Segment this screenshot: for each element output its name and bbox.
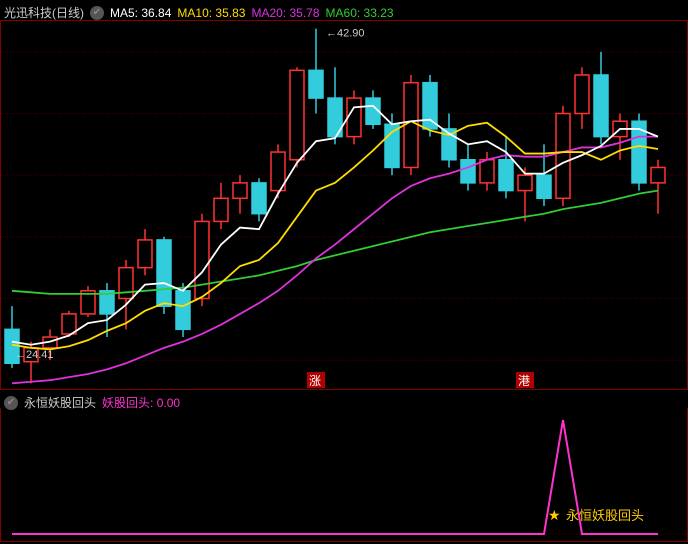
stock-chart-container: 光迅科技(日线) ✔ MA5: 36.84 MA10: 35.83 MA20: … [0,0,688,544]
svg-text:←42.90: ←42.90 [326,28,365,40]
sub-indicator-chart[interactable]: ★ 永恒妖股回头 [0,408,688,542]
ma60-label: MA60: 33.23 [326,6,394,20]
svg-text:←24.41: ←24.41 [15,349,54,361]
sub-check-icon[interactable]: ✔ [4,396,18,410]
sub-title: 永恒妖股回头 [24,394,96,411]
marker-bar: 涨港 [0,372,688,390]
svg-text:港: 港 [518,374,530,388]
ma20-label: MA20: 35.78 [251,6,319,20]
main-chart-header: 光迅科技(日线) ✔ MA5: 36.84 MA10: 35.83 MA20: … [4,4,394,21]
svg-text:永恒妖股回头: 永恒妖股回头 [566,508,644,523]
sub-indicator-label: 妖股回头: 0.00 [102,394,180,411]
ma10-label: MA10: 35.83 [177,6,245,20]
ma5-label: MA5: 36.84 [110,6,171,20]
main-candlestick-chart[interactable]: ←42.90 ←24.41 [0,20,688,390]
check-icon[interactable]: ✔ [90,6,104,20]
stock-title: 光迅科技(日线) [4,4,84,21]
svg-text:涨: 涨 [309,373,321,388]
svg-text:★: ★ [548,507,561,523]
sub-chart-header: ✔ 永恒妖股回头 妖股回头: 0.00 [4,394,180,411]
